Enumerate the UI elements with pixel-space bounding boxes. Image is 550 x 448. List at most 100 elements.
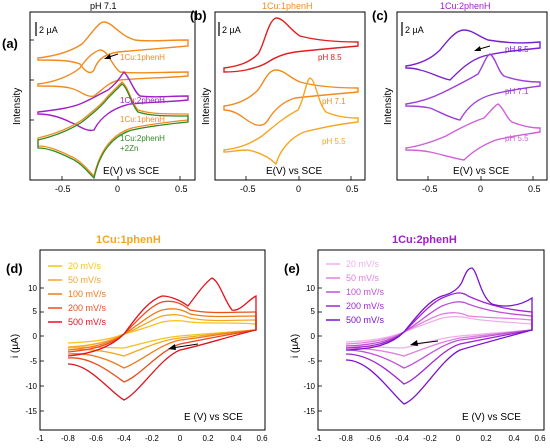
cv-curve-b1	[223, 17, 359, 73]
panel-c-xtick-label: 0	[478, 184, 483, 194]
panel-d-xtick-label: 0.6	[256, 434, 268, 443]
panel-a: (a) pH 7.1 Intensity 2 µA E(V) vs SCE -0…	[2, 1, 196, 194]
panel-e-letter: (e)	[284, 261, 300, 276]
panel-e-title: 1Cu:2phenH	[392, 234, 457, 246]
panel-b-ylabel: Intensity	[201, 88, 212, 125]
panel-c-letter: (c)	[372, 8, 388, 23]
panel-b-xticks: -0.5 0 0.5	[240, 184, 359, 194]
panel-d-xtick-label: 0.4	[230, 434, 242, 443]
panel-a-ylabel: Intensity	[12, 88, 23, 125]
panel-c: (c) 1Cu:2phenH Intensity 2 µA E(V) vs SC…	[372, 1, 548, 194]
panel-d-ylabel: i (µA)	[10, 334, 21, 358]
panel-d-ytick-label: -15	[25, 407, 37, 416]
cv-curve-a1	[37, 21, 189, 74]
curve-label: pH 7.1	[505, 87, 529, 96]
cv-curve-d2	[67, 314, 257, 357]
panel-b-letter: (b)	[190, 8, 207, 23]
cv-curve-b3	[223, 77, 359, 166]
panel-c-xticks: -0.5 0 0.5	[422, 184, 541, 194]
panel-a-title: pH 7.1	[90, 1, 117, 11]
legend-label: 100 mV/s	[346, 287, 385, 297]
panel-d-ytick-label: 0	[33, 332, 38, 341]
panel-d-xtick-label: -0.6	[89, 434, 103, 443]
panel-e-xtick-label: 0.2	[480, 434, 492, 443]
panel-b-title: 1Cu:1phenH	[262, 1, 313, 11]
panel-d: (d) 1Cu:1phenH i (µA) E (V) vs SCE -1 -0…	[6, 234, 268, 443]
cv-curve-e3	[345, 301, 533, 369]
panel-e-frame	[317, 249, 545, 431]
panel-d-ytick-label: 10	[28, 284, 37, 293]
panel-e-xtick-label: -0.2	[423, 434, 437, 443]
panel-d-ytick-label: -10	[25, 382, 37, 391]
cv-curve-c1	[405, 29, 541, 81]
curve-label: pH 7.1	[322, 97, 346, 106]
cv-curve-b2	[223, 69, 359, 127]
panel-e-ytick-label: 0	[311, 332, 316, 341]
panel-c-frame	[396, 11, 548, 181]
panel-e-xtick-label: -0.4	[395, 434, 409, 443]
panel-c-xlabel: E(V) vs SCE	[453, 166, 509, 177]
panel-e-xticks: -1 -0.8 -0.6 -0.4 -0.2 0 0.2 0.4 0.6	[314, 434, 546, 443]
arrow-icon	[168, 343, 199, 350]
panel-d-ytick-label: 5	[33, 307, 38, 316]
panel-c-title: 1Cu:2phenH	[440, 1, 491, 11]
panel-d-xlabel: E (V) vs SCE	[184, 412, 243, 423]
cv-curve-a2	[37, 49, 189, 98]
panel-e-xtick-label: -1	[314, 434, 322, 443]
panel-c-xtick-label: -0.5	[422, 184, 438, 194]
arrow-icon	[410, 340, 439, 346]
panel-e-ytick-label: -15	[303, 407, 315, 416]
arrow-icon	[104, 53, 119, 59]
panel-d-title: 1Cu:1phenH	[96, 234, 161, 246]
panel-a-frame	[29, 11, 196, 181]
legend-label: 200 mV/s	[68, 303, 107, 313]
cv-curve-d4	[67, 300, 257, 383]
panel-d-xticks: -1 -0.8 -0.6 -0.4 -0.2 0 0.2 0.4 0.6	[36, 434, 268, 443]
panel-e-xtick-label: 0.4	[508, 434, 520, 443]
panel-b: (b) 1Cu:1phenH Intensity 2 µA E(V) vs SC…	[190, 1, 366, 194]
cv-curve-a3	[37, 70, 189, 132]
curve-label: pH 8.5	[505, 45, 529, 54]
curve-label: 1Cu:2phenH	[120, 134, 165, 143]
panel-e-curves	[345, 267, 533, 405]
panel-d-curves	[67, 277, 257, 401]
panel-d-xtick-label: -1	[36, 434, 44, 443]
panel-b-frame	[214, 11, 366, 181]
cv-curve-e1	[345, 315, 533, 349]
cv-curve-e5	[345, 267, 533, 405]
legend-label: 20 mV/s	[346, 259, 380, 269]
panel-b-xtick-label: 0.5	[346, 184, 359, 194]
panel-d-letter: (d)	[6, 261, 23, 276]
cv-curve-a4	[37, 81, 189, 178]
panel-d-xtick-label: -0.2	[145, 434, 159, 443]
panel-b-xtick-label: -0.5	[240, 184, 256, 194]
legend-label: 500 mV/s	[346, 315, 385, 325]
panel-e-ytick-label: -10	[303, 382, 315, 391]
arrow-icon	[474, 45, 491, 51]
cv-curve-d1	[67, 319, 257, 349]
panel-e-ytick-label: 5	[311, 307, 316, 316]
curve-label: 1Cu:1phenH	[120, 53, 165, 62]
cv-curve-e4	[345, 292, 533, 385]
curve-label: +2Zn	[120, 144, 138, 153]
panel-b-xtick-label: 0	[296, 184, 301, 194]
curve-label: pH 5.5	[505, 134, 529, 143]
panel-d-frame	[39, 249, 266, 431]
panel-b-xlabel: E(V) vs SCE	[266, 166, 322, 177]
panel-e-xlabel: E (V) vs SCE	[462, 412, 521, 423]
panel-e: (e) 1Cu:2phenH i (µA) E (V) vs SCE -1 -0…	[284, 234, 546, 443]
panel-a-xlabel: E(V) vs SCE	[103, 166, 159, 177]
curve-label: 1Cu:2phenH	[120, 96, 165, 105]
cv-curve-d3	[67, 308, 257, 369]
legend-label: 20 mV/s	[68, 261, 102, 271]
panel-e-ytick-label: -5	[308, 357, 316, 366]
panel-d-xtick-label: -0.8	[61, 434, 75, 443]
panel-d-xtick-label: 0	[178, 434, 183, 443]
panel-c-xtick-label: 0.5	[528, 184, 541, 194]
panel-c-ylabel: Intensity	[383, 88, 394, 125]
curve-label: pH 5.5	[322, 137, 346, 146]
panel-d-legend: 20 mV/s 50 mV/s 100 mV/s 200 mV/s 500 mV…	[48, 261, 107, 327]
curve-label: 1Cu:1phenH	[120, 115, 165, 124]
legend-label: 50 mV/s	[68, 275, 102, 285]
